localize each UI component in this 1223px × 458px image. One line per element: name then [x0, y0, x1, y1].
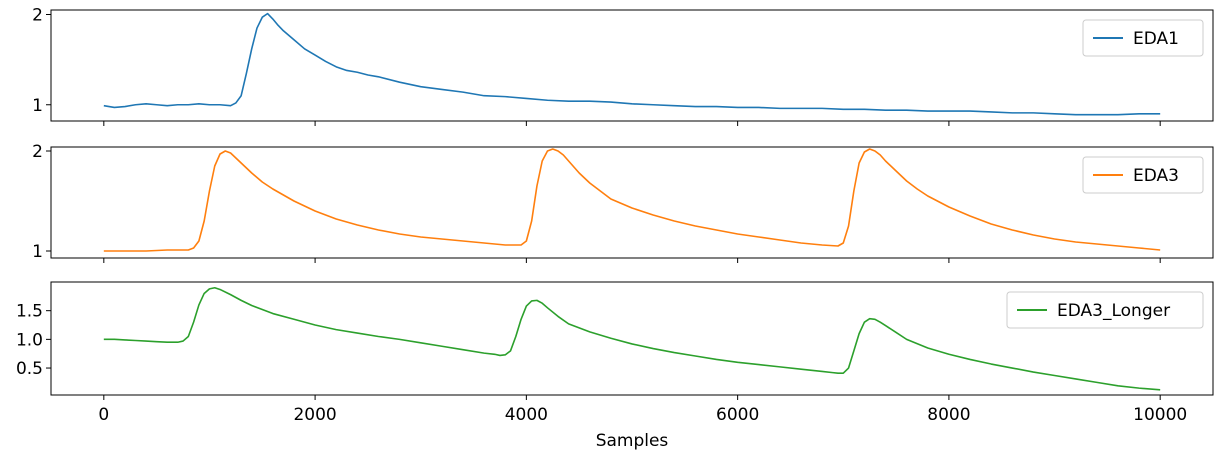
legend-label: EDA3	[1133, 166, 1179, 186]
x-tick-label: 8000	[927, 405, 970, 425]
legend: EDA3	[1082, 156, 1204, 194]
y-tick-label: 2	[32, 142, 43, 162]
y-tick-label: 1.5	[16, 302, 43, 322]
subplot-3: 0.5 1.0 1.5 0 2000 4000 6000 8000 10000 EDA3_Long…	[16, 281, 1214, 425]
y-tick-label: 1.0	[16, 330, 43, 350]
legend-label: EDA1	[1133, 29, 1179, 49]
subplots: 1 2 EDA1 1 2 EDA3 0.5 1.0 1.5 0 2000 4000 6000 8000 10…	[16, 6, 1214, 425]
x-tick-label: 2000	[293, 405, 336, 425]
series-line-eda1	[103, 12, 1161, 116]
axes-frame	[50, 281, 1214, 396]
axes-frame	[50, 146, 1214, 259]
x-tick-label: 6000	[716, 405, 759, 425]
legend-box	[1082, 156, 1204, 194]
y-tick-label: 0.5	[16, 359, 43, 379]
series-line-eda3	[103, 148, 1161, 252]
y-tick-label: 1	[32, 242, 43, 262]
subplot-2: 1 2 EDA3	[32, 142, 1214, 263]
y-tick-label: 1	[32, 96, 43, 116]
x-axis-label: Samples	[596, 431, 669, 451]
x-tick-label: 10000	[1133, 405, 1187, 425]
x-tick-label: 4000	[505, 405, 548, 425]
x-tick-label: 0	[98, 405, 109, 425]
legend-box	[1006, 291, 1204, 329]
subplot-1: 1 2 EDA1	[32, 6, 1214, 126]
legend-label: EDA3_Longer	[1057, 301, 1170, 321]
axes-frame	[50, 9, 1214, 122]
legend-box	[1082, 19, 1204, 57]
series-line-eda3-longer	[103, 286, 1161, 391]
y-tick-label: 2	[32, 6, 43, 26]
legend: EDA1	[1082, 19, 1204, 57]
legend: EDA3_Longer	[1006, 291, 1204, 329]
